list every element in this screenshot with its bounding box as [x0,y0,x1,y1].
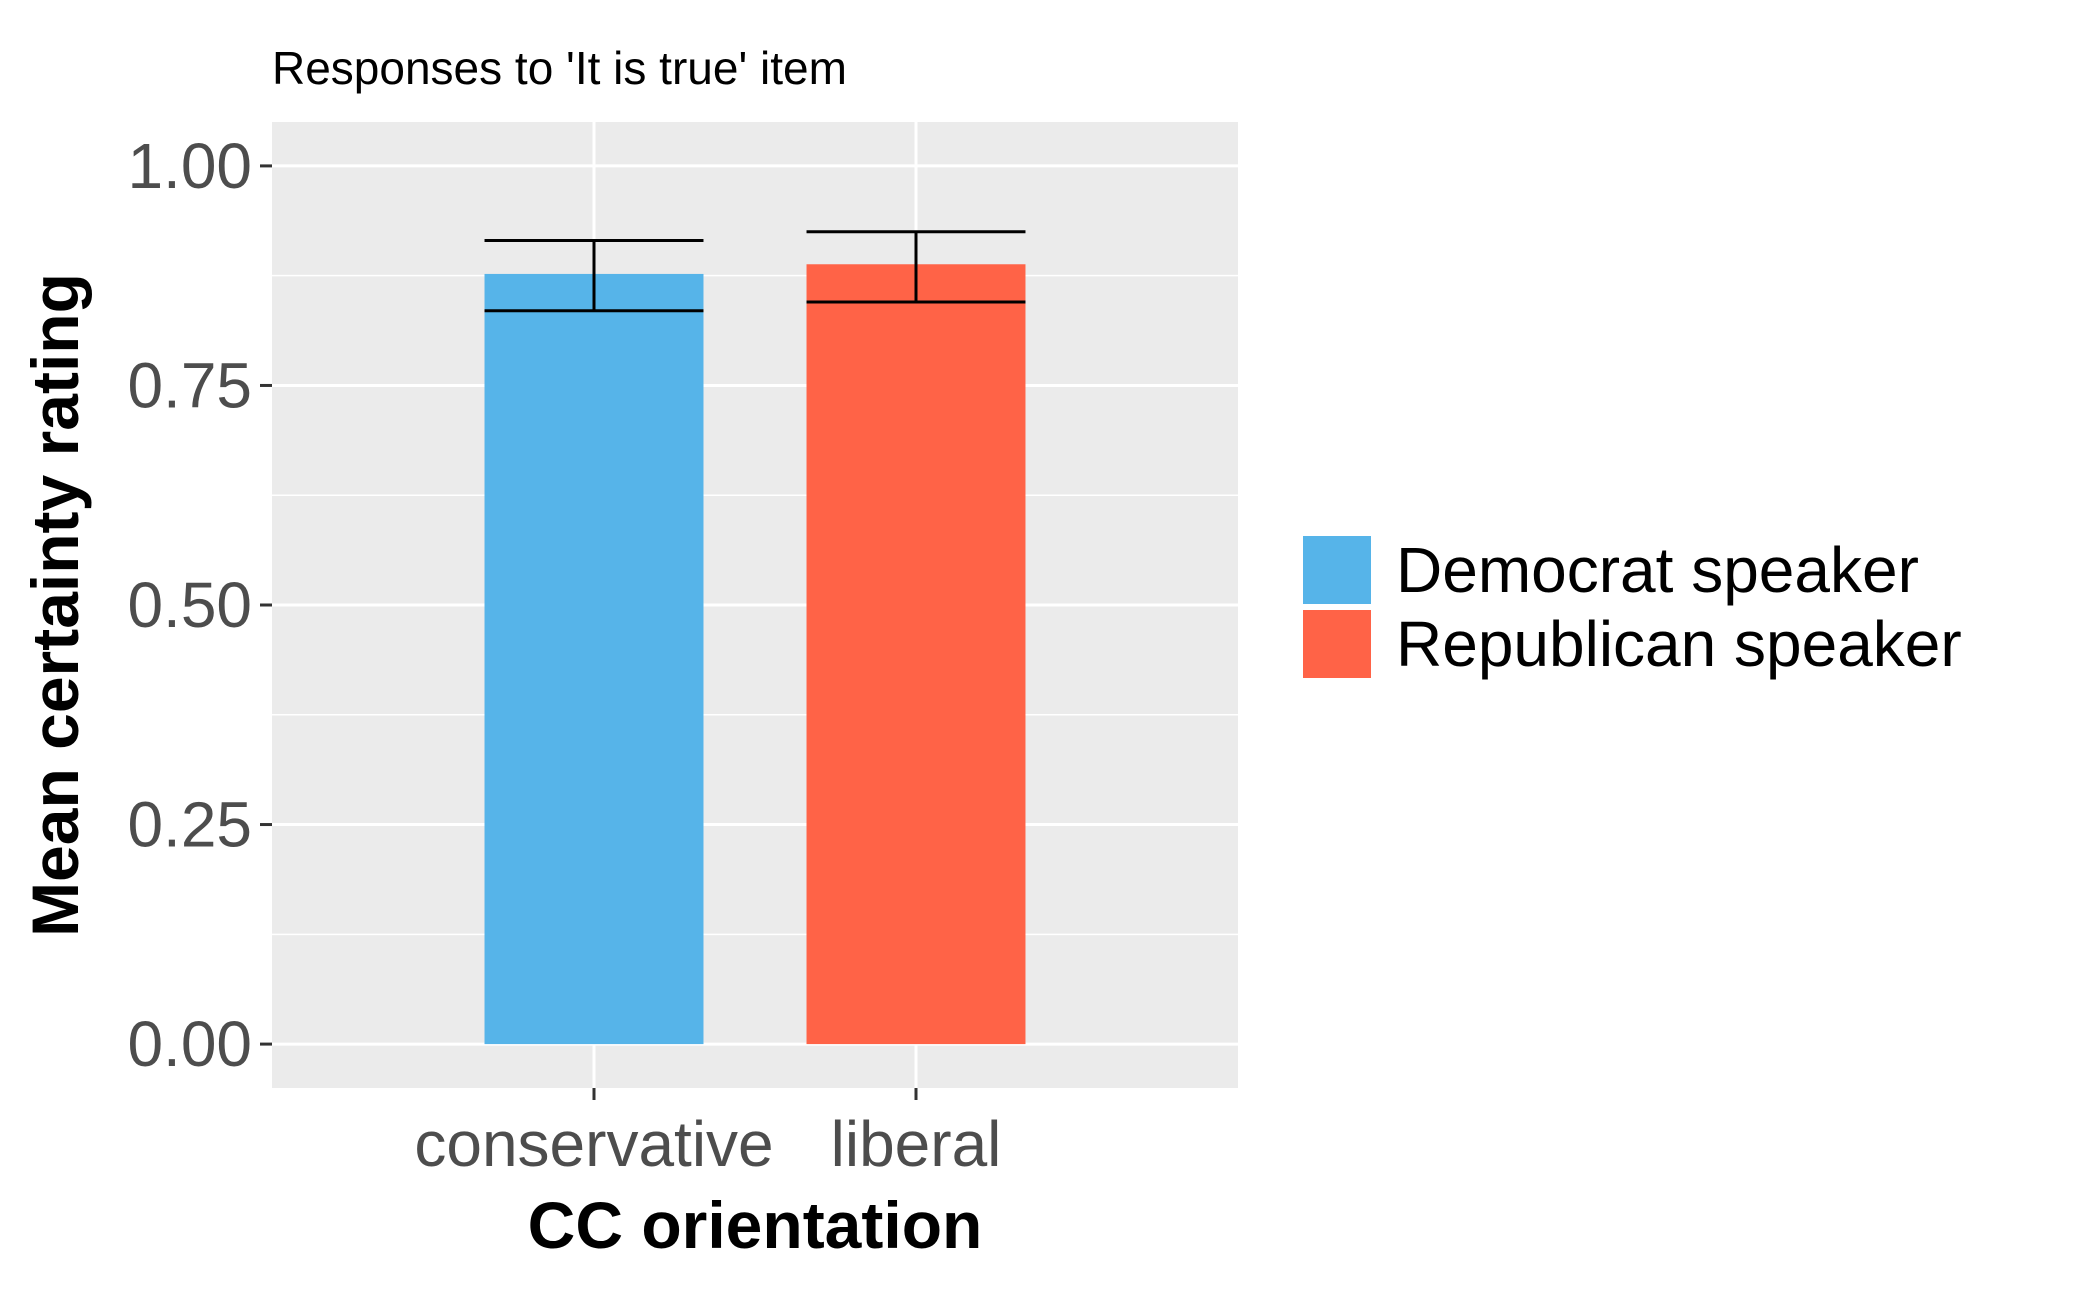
chart-title: Responses to 'It is true' item [272,42,847,94]
y-axis-title: Mean certainty rating [18,273,92,937]
error-bar-liberal [806,230,1026,304]
bar-conservative [484,273,704,1045]
bar-liberal [806,264,1026,1045]
legend-key [1301,608,1373,680]
x-tick-label: liberal [831,1108,1002,1180]
error-bars [484,230,1026,313]
x-tick-label: conservative [414,1108,773,1180]
error-bar-conservative [484,239,704,313]
legend-label: Republican speaker [1396,608,1962,680]
y-tick-label: 0.25 [127,789,252,861]
legend-label: Democrat speaker [1396,534,1919,606]
y-tick-label: 0.50 [127,569,252,641]
bars [484,264,1026,1045]
x-axis: conservative liberal [414,1088,1001,1180]
x-axis-title: CC orientation [528,1188,983,1262]
y-tick-label: 0.00 [127,1008,252,1080]
y-tick-label: 0.75 [127,349,252,421]
y-tick-label: 1.00 [127,130,252,202]
legend-key [1301,534,1373,606]
y-axis: 0.00 0.25 0.50 0.75 1.00 [127,130,272,1080]
